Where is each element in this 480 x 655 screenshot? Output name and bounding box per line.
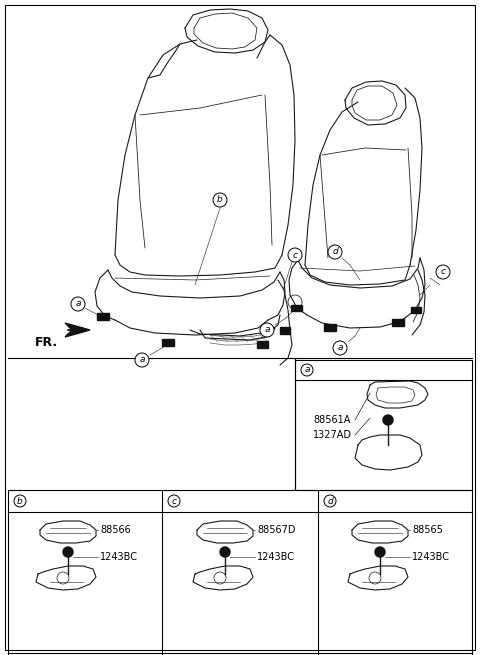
Text: 88566: 88566 [100,525,131,535]
Bar [97,312,109,320]
Circle shape [288,248,302,262]
Bar [324,324,336,331]
Text: c: c [292,250,298,259]
Circle shape [220,547,230,557]
Bar [392,318,404,326]
Circle shape [14,495,26,507]
Bar [295,360,472,490]
Circle shape [71,297,85,311]
Bar [411,307,421,313]
Circle shape [383,415,393,425]
Bar [280,326,290,333]
Text: FR.: FR. [35,335,58,348]
Text: 1243BC: 1243BC [100,552,138,562]
Text: a: a [139,356,145,364]
Bar [8,358,295,490]
Text: 88565: 88565 [412,525,443,535]
Text: 1243BC: 1243BC [257,552,295,562]
Text: 1243BC: 1243BC [412,552,450,562]
Text: b: b [17,496,23,506]
Circle shape [213,193,227,207]
Bar [162,339,174,345]
Text: a: a [337,343,343,352]
Polygon shape [65,323,90,337]
Text: d: d [332,248,338,257]
Bar [290,305,301,311]
Text: d: d [327,496,333,506]
Text: 88567D: 88567D [257,525,296,535]
Text: a: a [75,299,81,309]
Text: a: a [304,365,310,375]
Text: 1327AD: 1327AD [313,430,352,440]
Circle shape [333,341,347,355]
Circle shape [324,495,336,507]
Circle shape [328,245,342,259]
Circle shape [375,547,385,557]
Bar [256,341,267,348]
Circle shape [301,364,313,376]
Circle shape [436,265,450,279]
Text: c: c [171,496,177,506]
Circle shape [135,353,149,367]
Text: a: a [264,326,270,335]
Circle shape [63,547,73,557]
Text: 88561A: 88561A [313,415,350,425]
Circle shape [260,323,274,337]
Text: b: b [217,195,223,204]
Text: c: c [441,267,445,276]
Circle shape [168,495,180,507]
